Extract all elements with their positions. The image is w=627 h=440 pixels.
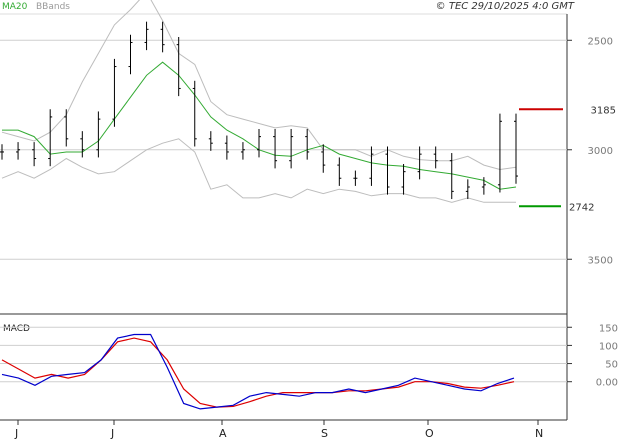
macd-tick-label: 150 — [599, 323, 618, 334]
price-tick-label: 3500 — [588, 255, 613, 266]
price-tick-label: 3000 — [588, 146, 613, 157]
macd-tick-label: 0.00 — [596, 378, 618, 389]
month-label: N — [535, 427, 543, 440]
macd-tick-label: 50 — [605, 360, 618, 371]
legend-bbands: BBands — [36, 2, 70, 12]
month-label: J — [110, 427, 114, 440]
month-label: S — [321, 427, 328, 440]
bband-line — [1, 0, 517, 171]
month-label: A — [219, 427, 227, 440]
price-tick-label: 2500 — [588, 36, 613, 47]
price-yticks: 3500 3000 2500 — [588, 36, 613, 266]
resistance-label: 3185 — [591, 105, 616, 116]
macd-title: MACD — [3, 324, 30, 334]
month-label: J — [14, 427, 18, 440]
price-grid — [0, 39, 572, 260]
macd-grid — [0, 326, 572, 383]
ma20-line — [2, 61, 517, 190]
copyright-text: © TEC 29/10/2025 4:0 GMT — [436, 1, 575, 12]
support-label: 2742 — [569, 202, 594, 213]
macd-signal-line — [1, 337, 515, 408]
bband-line — [1, 138, 516, 203]
macd-tick-label: 100 — [599, 341, 618, 352]
legend-ma20: MA20 — [2, 2, 28, 12]
macd-panel: MACD 150 100 50 0.00 — [0, 314, 618, 421]
macd-line — [1, 333, 515, 410]
month-label: O — [425, 427, 434, 440]
price-marks: 3185 2742 — [0, 0, 616, 213]
macd-marks — [1, 333, 515, 410]
macd-yticks: 150 100 50 0.00 — [596, 323, 618, 388]
price-panel: 3185 2742 3500 3000 2500 — [0, 0, 616, 315]
